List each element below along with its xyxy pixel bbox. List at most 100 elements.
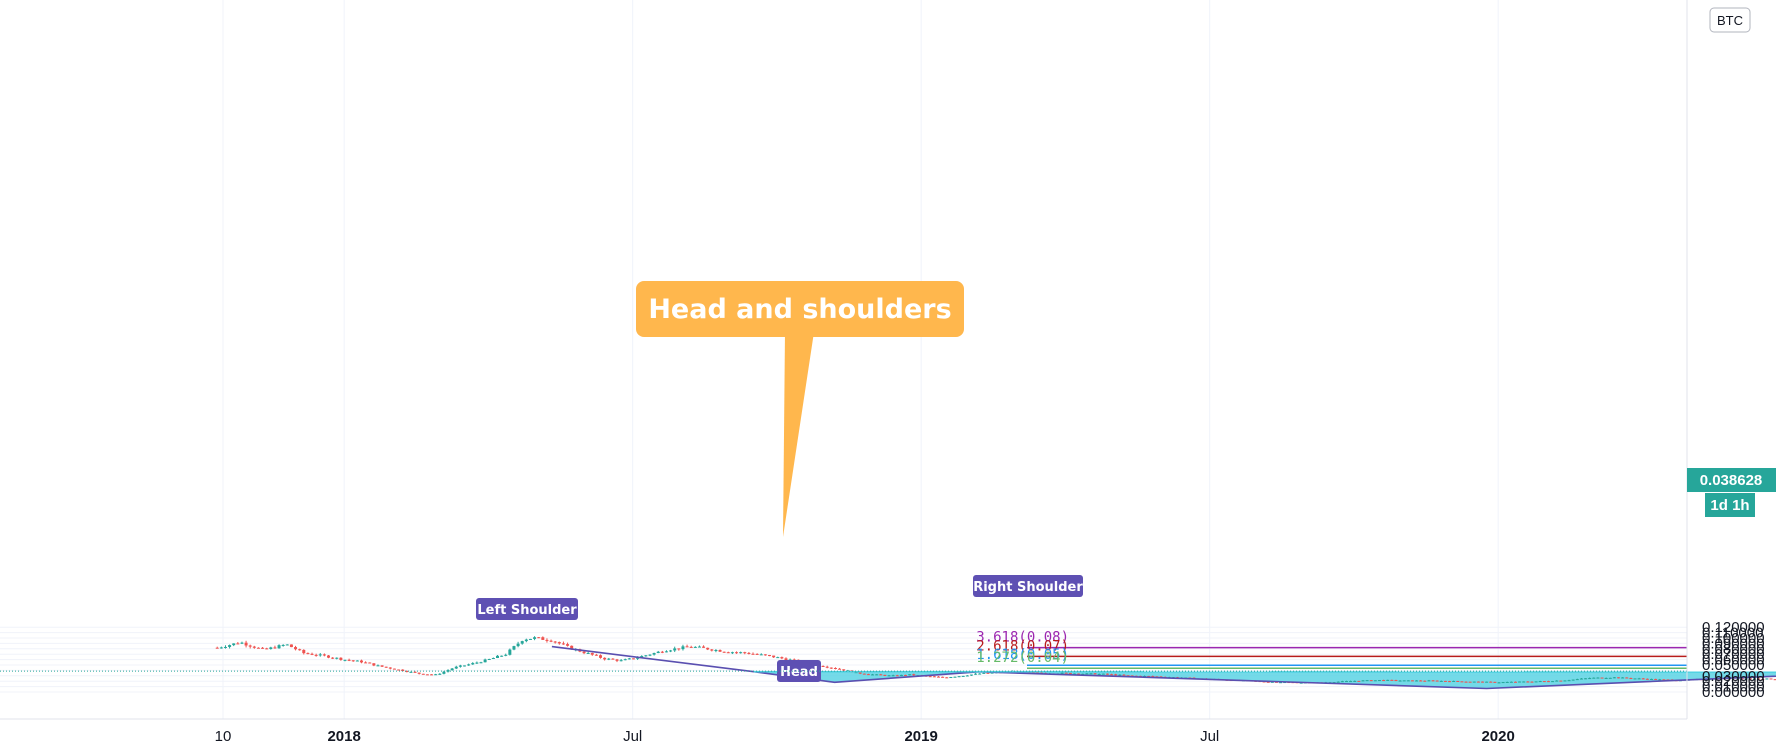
candle-body bbox=[1386, 679, 1390, 681]
fib-ratio: 2.618 bbox=[976, 638, 1018, 654]
candle-body bbox=[986, 672, 990, 674]
candle-body bbox=[1641, 678, 1645, 680]
candle-body bbox=[1398, 680, 1402, 682]
candle-body bbox=[763, 654, 767, 656]
candle-body bbox=[430, 674, 434, 676]
candle-body bbox=[1270, 681, 1274, 683]
candle-body bbox=[355, 660, 359, 662]
candle-body bbox=[380, 665, 384, 667]
candle-body bbox=[1612, 677, 1616, 679]
fib-level-label: 1.618(0.05) bbox=[976, 647, 1069, 663]
candle-body bbox=[743, 652, 747, 654]
candle-body bbox=[607, 658, 611, 660]
candle-body bbox=[1064, 672, 1068, 674]
fib-value: 0.05 bbox=[1027, 647, 1061, 663]
candle-body bbox=[500, 655, 504, 657]
candle-body bbox=[1365, 680, 1369, 682]
candle-body bbox=[697, 646, 701, 648]
candle-body bbox=[1114, 674, 1118, 676]
candle-body bbox=[1410, 680, 1414, 682]
candle-body bbox=[780, 657, 784, 659]
candle-body bbox=[413, 671, 417, 673]
candle-body bbox=[557, 642, 561, 644]
candle-body bbox=[359, 660, 363, 663]
candle-body bbox=[1575, 679, 1579, 681]
fib-value: 0.04 bbox=[1027, 650, 1061, 666]
candle-body bbox=[636, 657, 640, 659]
candle-body bbox=[751, 653, 755, 655]
candle-body bbox=[1625, 677, 1629, 679]
fibonacci-extension[interactable]: 3.618(0.08)2.618(0.07)1.618(0.05)1.272(0… bbox=[976, 630, 1687, 669]
fib-value: 0.08 bbox=[1027, 630, 1061, 646]
candle-body bbox=[504, 654, 508, 656]
candle-body bbox=[281, 644, 285, 646]
candle-body bbox=[512, 646, 516, 650]
candle-body bbox=[401, 669, 405, 672]
candle-body bbox=[520, 641, 524, 644]
candle-body bbox=[252, 646, 256, 648]
fib-ratio: 1.272 bbox=[976, 650, 1018, 666]
candle-body bbox=[384, 666, 388, 668]
candle-body bbox=[1093, 673, 1097, 675]
candle-body bbox=[1489, 681, 1493, 683]
candle-body bbox=[623, 659, 627, 661]
candle-body bbox=[1567, 680, 1571, 682]
candle-body bbox=[1130, 675, 1134, 677]
candle-body bbox=[1262, 681, 1266, 683]
candle-body bbox=[516, 643, 520, 647]
candle-body bbox=[858, 672, 862, 674]
y-tick-label: 0.090000 bbox=[1702, 635, 1765, 652]
candle-body bbox=[656, 651, 660, 654]
candle-body bbox=[343, 659, 347, 661]
right-shoulder-label-box bbox=[973, 575, 1083, 597]
candle-body bbox=[322, 654, 326, 656]
candle-body bbox=[673, 648, 677, 651]
candle-body bbox=[458, 665, 462, 667]
candle-body bbox=[854, 672, 858, 674]
candle-body bbox=[957, 676, 961, 678]
candle-body bbox=[1744, 678, 1748, 680]
candle-body bbox=[528, 638, 532, 640]
candle-body bbox=[1542, 681, 1546, 683]
head-label: Head bbox=[780, 665, 818, 680]
candle-body bbox=[1336, 681, 1340, 683]
candle-body bbox=[1493, 681, 1497, 683]
price-axis[interactable]: 0.0000000.0100000.0200000.0300000.050000… bbox=[1686, 0, 1765, 719]
candle-body bbox=[1592, 677, 1596, 679]
candle-body bbox=[1068, 672, 1072, 674]
candle-body bbox=[875, 674, 879, 676]
candle-body bbox=[256, 647, 260, 649]
callout[interactable]: Head and shoulders bbox=[636, 281, 964, 537]
candle-body bbox=[961, 675, 965, 677]
candle-body bbox=[969, 674, 973, 676]
candle-body bbox=[1402, 680, 1406, 682]
candle-body bbox=[895, 675, 899, 677]
candle-body bbox=[1435, 680, 1439, 682]
candle-body bbox=[372, 663, 376, 666]
candle-body bbox=[669, 650, 673, 652]
candle-body bbox=[965, 675, 969, 677]
candle-body bbox=[1460, 681, 1464, 683]
candle-body bbox=[1122, 674, 1126, 676]
candle-body bbox=[1147, 675, 1151, 677]
candle-body bbox=[417, 672, 421, 674]
candle-body bbox=[1505, 681, 1509, 683]
currency-badge[interactable]: BTC bbox=[1709, 7, 1751, 33]
candle-body bbox=[1662, 679, 1666, 681]
candle-body bbox=[1443, 680, 1447, 682]
candle-body bbox=[776, 657, 780, 659]
candle-body bbox=[990, 672, 994, 674]
candle-body bbox=[821, 665, 825, 667]
candle-body bbox=[1617, 677, 1621, 679]
time-axis[interactable]: 102018Jul2019Jul2020Jul2021Jul2022Jul202… bbox=[0, 718, 1776, 745]
pattern-labels[interactable]: Left Shoulder Head Right Shoulder bbox=[476, 575, 1083, 682]
candle-body bbox=[1345, 681, 1349, 683]
candle-body bbox=[331, 657, 335, 659]
candle-body bbox=[1555, 680, 1559, 682]
y-tick-label: 0.110000 bbox=[1702, 625, 1763, 642]
candle-body bbox=[1077, 673, 1081, 675]
candle-body bbox=[871, 674, 875, 676]
candle-body bbox=[335, 657, 339, 659]
candle-body bbox=[310, 653, 314, 655]
